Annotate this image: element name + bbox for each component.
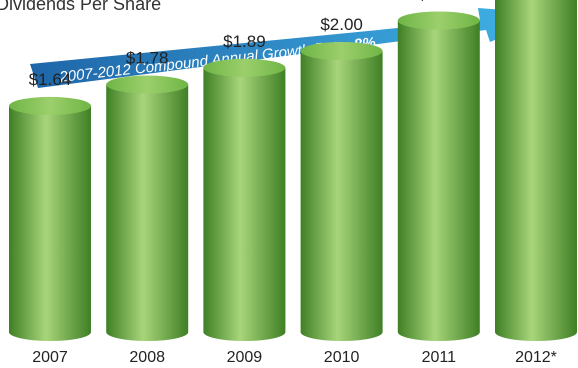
bar-cap (203, 58, 286, 77)
category-label: 2010 (324, 349, 360, 366)
category-labels: 2007 2008 2009 2010 2011 2012* (32, 349, 557, 366)
bar-2008 (106, 75, 189, 342)
bars (9, 0, 577, 342)
bar-body (300, 51, 383, 341)
category-label: 2009 (227, 349, 263, 366)
bar-cap (9, 96, 91, 115)
bar-2009 (203, 58, 286, 342)
bar-body (9, 105, 91, 342)
bar-2010 (300, 42, 383, 341)
chart-title: Dividends Per Share (0, 0, 161, 14)
bar-2012 (495, 0, 577, 341)
bar-2007 (9, 96, 91, 342)
value-labels: $1.64$1.78$1.89$2.00$2.20$2.40 (29, 0, 461, 89)
category-label: 2008 (129, 349, 165, 366)
category-label: 2007 (32, 349, 68, 366)
value-label: $2.20 (418, 0, 461, 4)
bar-body (203, 67, 286, 342)
value-label: $1.89 (223, 32, 266, 51)
bar-2011 (397, 11, 480, 341)
category-label: 2011 (422, 349, 457, 366)
bar-body (106, 84, 189, 342)
bar-cap (397, 11, 480, 30)
value-label: $1.64 (29, 70, 72, 89)
value-label: $1.78 (126, 49, 169, 68)
bar-body (397, 20, 480, 341)
bar-body (495, 0, 577, 341)
bar-cap (106, 75, 189, 94)
bar-cap (300, 42, 383, 60)
category-label: 2012* (515, 349, 557, 366)
value-label: $2.00 (320, 15, 363, 34)
